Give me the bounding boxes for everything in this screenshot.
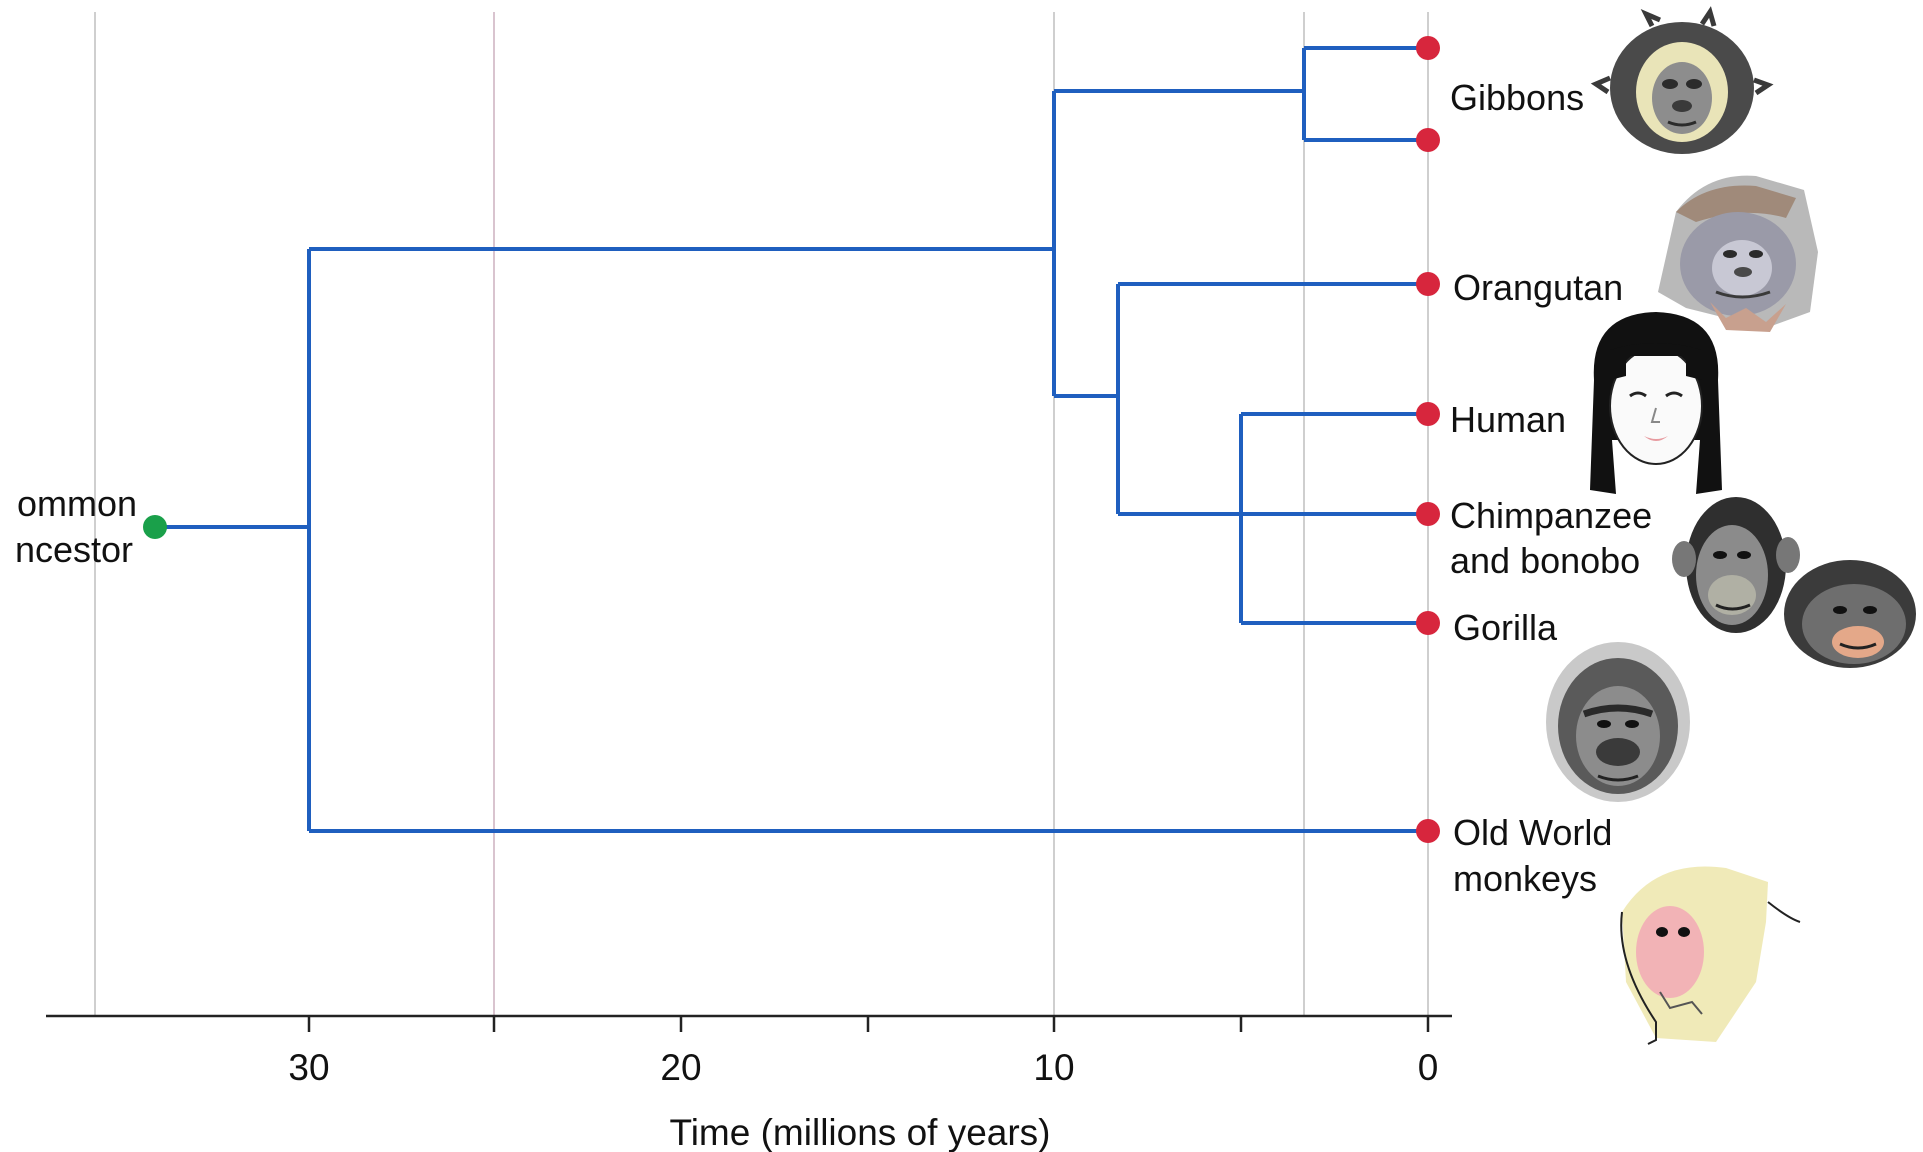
- label-chimpanzee-line-2: and bonobo: [1450, 540, 1640, 581]
- axis-tick-label-20: 20: [660, 1047, 701, 1088]
- common-ancestor-node: [143, 515, 167, 539]
- human-icon: [1590, 312, 1722, 494]
- tip-node-gibbon-1: [1416, 36, 1440, 60]
- axis-tick-label-0: 0: [1418, 1047, 1439, 1088]
- label-old-world-monkeys-line-2: monkeys: [1453, 858, 1597, 899]
- tip-node-gorilla: [1416, 611, 1440, 635]
- tip-node-gibbon-2: [1416, 128, 1440, 152]
- label-chimpanzee-line-1: Chimpanzee: [1450, 495, 1652, 536]
- tip-node-human: [1416, 402, 1440, 426]
- label-old-world-monkeys-line-1: Old World: [1453, 812, 1612, 853]
- axis-title: Time (millions of years): [669, 1112, 1050, 1152]
- label-gorilla: Gorilla: [1453, 607, 1558, 648]
- common-ancestor-label: ommon ncestor: [15, 483, 137, 570]
- common-ancestor-label-line-1: ommon: [17, 483, 137, 524]
- common-ancestor-label-line-2: ncestor: [15, 529, 133, 570]
- axis-tick-label-10: 10: [1033, 1047, 1074, 1088]
- bonobo-icon: [1784, 560, 1916, 668]
- label-human: Human: [1450, 399, 1566, 440]
- gorilla-icon: [1546, 642, 1690, 802]
- axis-tick-label-30: 30: [288, 1047, 329, 1088]
- macaque-icon: [1620, 866, 1801, 1045]
- tip-node-orangutan: [1416, 272, 1440, 296]
- label-orangutan: Orangutan: [1453, 267, 1623, 308]
- tree-branches: [155, 46, 1428, 833]
- time-axis: 30 20 10 0 Time (millions of years): [46, 1014, 1452, 1152]
- label-gibbons: Gibbons: [1450, 77, 1584, 118]
- orangutan-icon: [1658, 175, 1818, 332]
- tip-nodes: [1416, 36, 1440, 843]
- tip-node-old-world-monkeys: [1416, 819, 1440, 843]
- tip-node-chimpanzee: [1416, 502, 1440, 526]
- chimpanzee-icon: [1672, 497, 1800, 633]
- gibbon-icon: [1590, 6, 1774, 154]
